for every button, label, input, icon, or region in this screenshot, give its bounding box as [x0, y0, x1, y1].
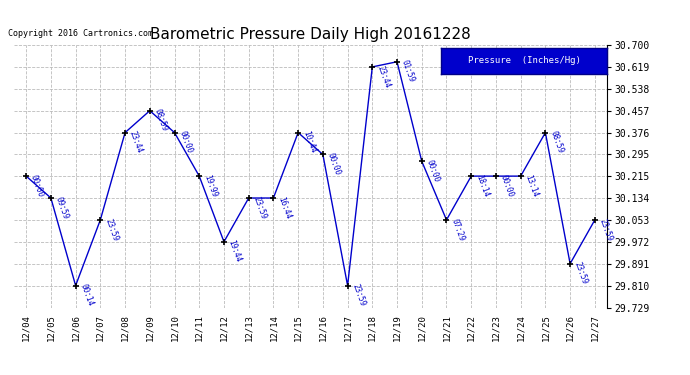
Text: 13:14: 13:14	[524, 173, 540, 198]
Text: 23:44: 23:44	[375, 64, 391, 89]
Text: 01:59: 01:59	[400, 59, 416, 84]
Text: 00:00: 00:00	[29, 173, 46, 198]
Text: 23:44: 23:44	[128, 130, 144, 154]
Text: 10:44: 10:44	[301, 130, 317, 154]
Text: 16:44: 16:44	[276, 195, 293, 220]
Text: 09:59: 09:59	[54, 195, 70, 220]
Text: 23:59: 23:59	[573, 261, 589, 286]
Text: 00:00: 00:00	[326, 152, 342, 177]
Text: 00:00: 00:00	[177, 130, 194, 154]
Text: Copyright 2016 Cartronics.com: Copyright 2016 Cartronics.com	[8, 29, 153, 38]
Text: 07:29: 07:29	[449, 217, 466, 242]
Text: 00:14: 00:14	[79, 283, 95, 308]
Text: 23:59: 23:59	[351, 283, 366, 308]
Text: 23:59: 23:59	[598, 217, 614, 242]
Text: 23:59: 23:59	[103, 217, 119, 242]
Text: 19:44: 19:44	[227, 239, 243, 264]
Text: 08:59: 08:59	[548, 130, 564, 154]
Text: 23:59: 23:59	[251, 195, 268, 220]
Text: 19:99: 19:99	[202, 173, 218, 198]
Text: 08:59: 08:59	[152, 108, 169, 133]
Text: 00:00: 00:00	[499, 173, 515, 198]
Text: 18:14: 18:14	[474, 173, 491, 198]
Text: 00:00: 00:00	[424, 159, 441, 183]
Title: Barometric Pressure Daily High 20161228: Barometric Pressure Daily High 20161228	[150, 27, 471, 42]
